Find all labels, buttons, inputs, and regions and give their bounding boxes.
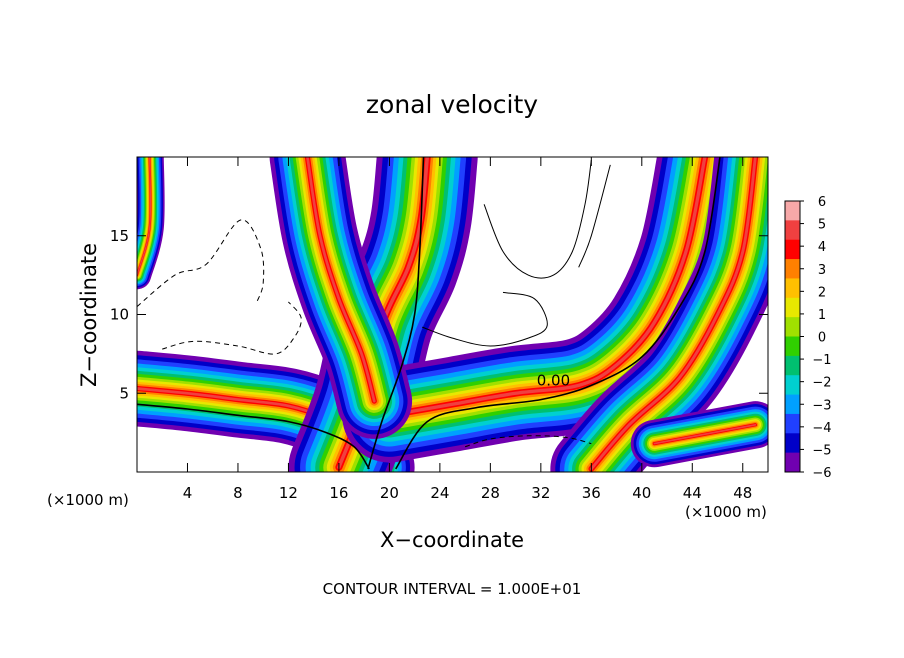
x-axis-ticks: 4 8 12 16 20 24 28 32 36 40 44 48 <box>183 157 752 502</box>
band-lower-right-column <box>550 157 768 472</box>
band-upper-left-plume <box>269 157 413 439</box>
y-tick-label-15: 15 <box>110 227 129 245</box>
contour-solid-4 <box>483 160 592 279</box>
chart-title: zonal velocity <box>366 90 538 119</box>
x-tick-label-24: 24 <box>430 484 449 502</box>
colorbar-swatch-4 <box>785 278 800 299</box>
band-level-12 <box>387 157 707 417</box>
colorbar-tick-label-9: −3 <box>812 398 831 413</box>
colorbar-swatch-3 <box>785 259 800 279</box>
colorbar-swatch-9 <box>785 375 800 396</box>
contour-interval-footer: CONTOUR INTERVAL = 1.000E+01 <box>323 580 582 598</box>
colorbar-swatch-2 <box>785 239 800 260</box>
x-tick-label-20: 20 <box>380 484 399 502</box>
contour-solid-0 <box>137 403 370 470</box>
contour-dashed-1 <box>162 301 302 355</box>
x-axis-label: X−coordinate <box>380 528 524 552</box>
y-tick-label-5: 5 <box>119 384 129 402</box>
x-tick-label-40: 40 <box>632 484 651 502</box>
band-left-edge-strip <box>137 157 165 290</box>
colorbar-tick-label-4: 2 <box>818 285 826 300</box>
x-unit-left: (×1000 m) <box>47 491 129 509</box>
colorbar-swatch-11 <box>785 413 800 434</box>
contour-solid-1 <box>367 157 425 470</box>
y-axis-label: Z−coordinate <box>77 243 101 387</box>
x-tick-label-12: 12 <box>279 484 298 502</box>
colorbar-tick-label-2: 4 <box>818 240 826 255</box>
x-tick-label-16: 16 <box>329 484 348 502</box>
colorbar-swatch-5 <box>785 297 800 318</box>
x-tick-label-8: 8 <box>233 484 243 502</box>
colorbar-swatch-0 <box>785 201 800 221</box>
contour-dashed-0 <box>137 219 265 307</box>
colorbar-swatch-6 <box>785 317 800 337</box>
colorbar-tick-label-8: −2 <box>812 376 831 391</box>
band-lower-right-patch <box>630 401 768 468</box>
contour-solid-2 <box>395 157 721 470</box>
colorbar-tick-label-11: −5 <box>812 443 831 458</box>
x-tick-label-4: 4 <box>183 484 193 502</box>
x-tick-label-36: 36 <box>582 484 601 502</box>
x-tick-label-32: 32 <box>531 484 550 502</box>
band-level-12 <box>589 157 757 471</box>
contour-label: 0.00 <box>537 371 570 389</box>
x-tick-label-44: 44 <box>683 484 702 502</box>
x-tick-label-48: 48 <box>733 484 752 502</box>
colorbar-tick-label-10: −4 <box>812 421 831 436</box>
contour-solid-5 <box>422 291 548 347</box>
colorbar-swatch-7 <box>785 336 800 357</box>
contour-dashed-2 <box>464 435 592 448</box>
contour-solid-3 <box>578 164 611 268</box>
colorbar-swatch-13 <box>785 452 800 473</box>
colorbar-swatch-12 <box>785 433 800 454</box>
band-level-12 <box>653 423 757 445</box>
colorbar-swatch-10 <box>785 394 800 415</box>
colorbar-tick-label-6: 0 <box>818 331 826 346</box>
colorbar-tick-label-1: 5 <box>818 218 826 233</box>
colorbar-swatch-8 <box>785 355 800 376</box>
colorbar: 6 5 4 3 2 1 0 −1 −2 −3 −4 −5 −6 <box>784 195 832 481</box>
colorbar-tick-label-12: −6 <box>812 466 831 481</box>
band-low-level-outflow <box>342 157 753 463</box>
colorbar-tick-label-5: 1 <box>818 308 826 323</box>
colorbar-tick-label-7: −1 <box>812 353 831 368</box>
x-unit-right: (×1000 m) <box>685 503 767 521</box>
x-tick-label-28: 28 <box>481 484 500 502</box>
colorbar-tick-label-3: 3 <box>818 263 826 278</box>
colorbar-tick-label-0: 6 <box>818 195 826 210</box>
colorbar-swatch-1 <box>785 220 800 241</box>
contour-lines <box>137 157 721 470</box>
y-axis-ticks: 5 10 15 <box>110 227 768 402</box>
band-level-12 <box>137 157 152 276</box>
y-tick-label-10: 10 <box>110 306 129 324</box>
band-level-12 <box>306 157 376 403</box>
